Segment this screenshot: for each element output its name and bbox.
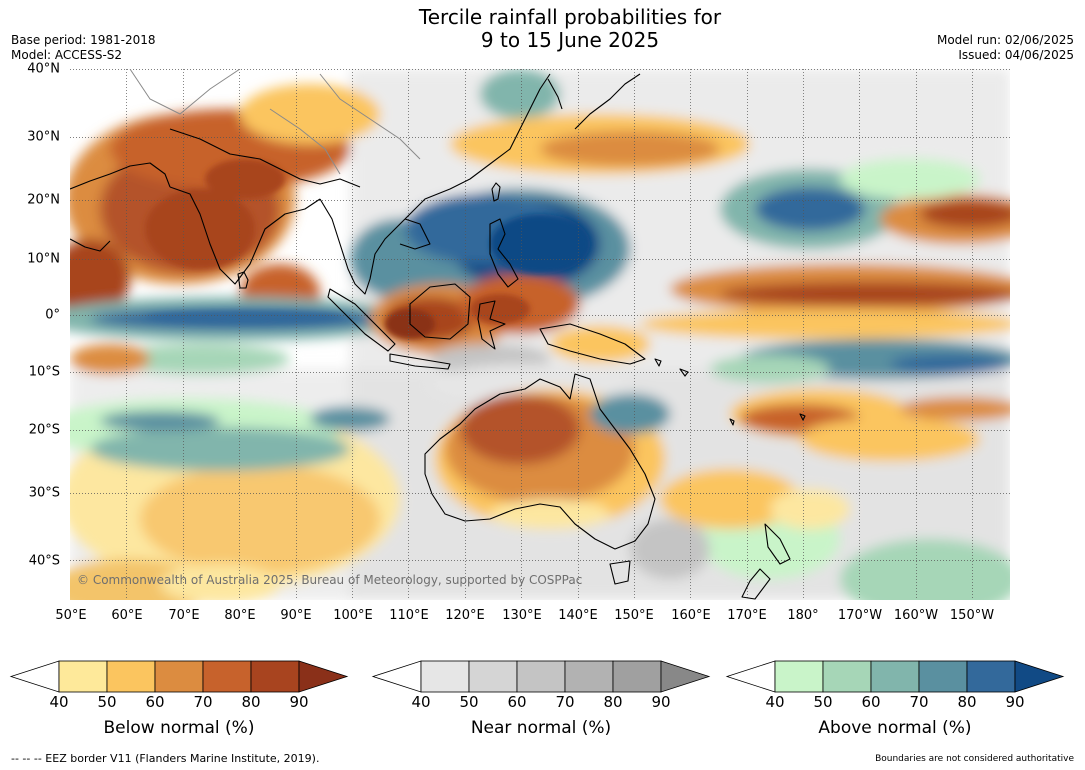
near-normal-swatch-4 xyxy=(612,660,662,693)
below-normal-swatch-3 xyxy=(202,660,252,693)
near-normal-extend-high xyxy=(660,660,711,693)
below-normal-swatch-0 xyxy=(58,660,108,693)
near-normal-extend-low xyxy=(371,660,422,693)
lon-label-140e: 140°E xyxy=(558,608,598,623)
near-normal-swatch-1 xyxy=(468,660,518,693)
lon-label-150w: 150°W xyxy=(949,608,995,623)
near-normal-swatch-3 xyxy=(564,660,614,693)
above-tick-70: 70 xyxy=(909,693,929,711)
copyright-notice: © Commonwealth of Australia 2025, Bureau… xyxy=(77,573,583,587)
lon-label-160e: 160°E xyxy=(671,608,711,623)
meta-right: Model run: 02/06/2025 Issued: 04/06/2025 xyxy=(937,33,1074,63)
below-normal-swatch-4 xyxy=(250,660,300,693)
above-tick-80: 80 xyxy=(957,693,977,711)
lon-label-60e: 60°E xyxy=(111,608,143,623)
below-tick-40: 40 xyxy=(49,693,69,711)
colorbar-below-graphic xyxy=(9,660,349,693)
lon-label-70e: 70°E xyxy=(168,608,200,623)
probability-shading xyxy=(70,69,1010,600)
below-normal-extend-low xyxy=(9,660,60,693)
lon-label-170e: 170°E xyxy=(727,608,767,623)
colorbar-above-normal xyxy=(725,660,1065,693)
near-tick-90: 90 xyxy=(651,693,671,711)
near-normal-swatch-2 xyxy=(516,660,566,693)
lon-label-160w: 160°W xyxy=(893,608,939,623)
lat-label-20n: 20°N xyxy=(27,192,60,208)
lon-label-50e: 50°E xyxy=(55,608,87,623)
boundaries-disclaimer: Boundaries are not considered authoritat… xyxy=(875,754,1074,764)
lat-label-30n: 30°N xyxy=(27,129,60,145)
above-tick-90: 90 xyxy=(1005,693,1025,711)
lon-label-130e: 130°E xyxy=(502,608,542,623)
map-title-line2: 9 to 15 June 2025 xyxy=(480,28,660,52)
lat-label-0: 0° xyxy=(45,307,60,323)
above-normal-extend-low xyxy=(725,660,776,693)
below-tick-90: 90 xyxy=(289,693,309,711)
lon-label-120e: 120°E xyxy=(445,608,485,623)
near-tick-50: 50 xyxy=(459,693,479,711)
above-normal-title: Above normal (%) xyxy=(818,718,972,738)
colorbar-near-graphic xyxy=(371,660,711,693)
below-normal-swatch-1 xyxy=(106,660,156,693)
lon-label-100e: 100°E xyxy=(333,608,373,623)
above-normal-swatch-3 xyxy=(918,660,968,693)
issued-label: Issued: 04/06/2025 xyxy=(958,48,1074,62)
above-tick-60: 60 xyxy=(861,693,881,711)
below-tick-60: 60 xyxy=(145,693,165,711)
lon-label-90e: 90°E xyxy=(280,608,312,623)
near-tick-70: 70 xyxy=(555,693,575,711)
colorbar-below-normal xyxy=(9,660,349,693)
base-period-label: Base period: 1981-2018 xyxy=(11,33,156,47)
model-run-label: Model run: 02/06/2025 xyxy=(936,33,1074,47)
colorbar-near-normal xyxy=(371,660,711,693)
below-tick-70: 70 xyxy=(193,693,213,711)
above-normal-swatch-0 xyxy=(774,660,824,693)
lat-label-30s: 30°S xyxy=(28,485,60,501)
near-normal-swatch-0 xyxy=(420,660,470,693)
map-title-line1: Tercile rainfall probabilities for xyxy=(418,5,722,29)
lon-label-110e: 110°E xyxy=(389,608,429,623)
above-normal-swatch-1 xyxy=(822,660,872,693)
near-tick-80: 80 xyxy=(603,693,623,711)
above-normal-extend-high xyxy=(1014,660,1065,693)
below-normal-extend-high xyxy=(298,660,349,693)
below-tick-50: 50 xyxy=(97,693,117,711)
lat-label-40s: 40°S xyxy=(28,553,60,569)
coastlines xyxy=(70,73,806,600)
below-normal-swatch-2 xyxy=(154,660,204,693)
lon-label-150e: 150°E xyxy=(614,608,654,623)
lon-label-180: 180° xyxy=(787,608,819,623)
lat-label-10n: 10°N xyxy=(27,251,60,267)
probability-map xyxy=(70,69,1010,600)
colorbar-above-graphic xyxy=(725,660,1065,693)
above-tick-50: 50 xyxy=(813,693,833,711)
lon-label-170w: 170°W xyxy=(837,608,883,623)
below-tick-80: 80 xyxy=(241,693,261,711)
below-normal-title: Below normal (%) xyxy=(103,718,255,738)
model-label: Model: ACCESS-S2 xyxy=(11,48,123,62)
probability-detail xyxy=(145,159,590,339)
lat-label-10s: 10°S xyxy=(28,364,60,380)
eez-border-note: -- -- -- EEZ border V11 (Flanders Marine… xyxy=(11,752,320,765)
map-canvas xyxy=(70,69,1010,600)
near-tick-40: 40 xyxy=(411,693,431,711)
lon-label-80e: 80°E xyxy=(224,608,256,623)
lat-label-40n: 40°N xyxy=(27,61,60,77)
lat-label-20s: 20°S xyxy=(28,422,60,438)
near-tick-60: 60 xyxy=(507,693,527,711)
above-normal-swatch-4 xyxy=(966,660,1016,693)
country-borders xyxy=(129,69,421,175)
above-normal-swatch-2 xyxy=(870,660,920,693)
near-normal-title: Near normal (%) xyxy=(470,718,612,738)
above-tick-40: 40 xyxy=(765,693,785,711)
map-gridlines xyxy=(70,69,1010,600)
meta-left: Base period: 1981-2018 Model: ACCESS-S2 xyxy=(11,33,156,63)
